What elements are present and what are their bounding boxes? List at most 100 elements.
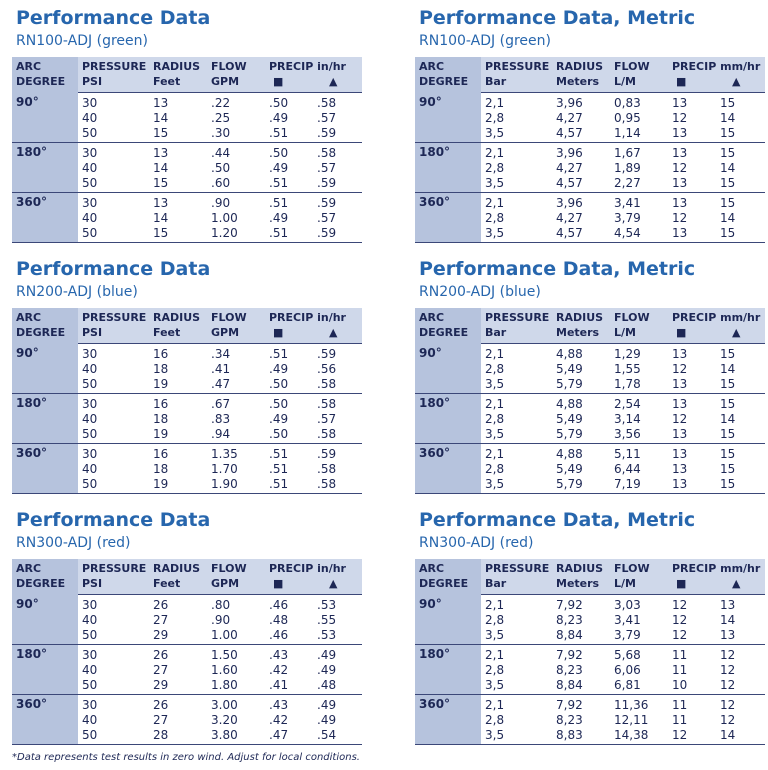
cell: 11,36 <box>614 698 649 712</box>
cell: 13 <box>672 126 688 140</box>
cell: 14 <box>720 161 736 175</box>
cell: .34 <box>211 347 231 361</box>
cell: .49 <box>269 161 289 175</box>
header-cell: PSI <box>82 326 103 339</box>
cell: 3,41 <box>614 613 641 627</box>
cell: 3,79 <box>614 211 641 225</box>
header-cell: RADIUS <box>153 60 201 73</box>
row-separator <box>415 644 765 645</box>
arc-label: 180° <box>419 396 451 410</box>
cell: .50 <box>211 161 231 175</box>
cell: 50 <box>82 377 98 391</box>
cell: .57 <box>317 211 337 225</box>
cell: 18 <box>153 362 169 376</box>
cell: .57 <box>317 111 337 125</box>
section-title: Performance Data, Metric <box>419 509 696 531</box>
cell: 13 <box>720 598 736 612</box>
header-cell: PRECIP mm/hr <box>672 311 761 324</box>
cell: 30 <box>82 96 98 110</box>
cell: 16 <box>153 397 169 411</box>
cell: 13 <box>672 477 688 491</box>
cell: .51 <box>269 347 289 361</box>
row-separator <box>12 694 362 695</box>
cell: .43 <box>269 648 289 662</box>
cell: 1,14 <box>614 126 641 140</box>
cell: .83 <box>211 412 231 426</box>
cell: 50 <box>82 678 98 692</box>
cell: .46 <box>269 598 289 612</box>
cell: .59 <box>317 447 337 461</box>
cell: 1,55 <box>614 362 641 376</box>
cell: .51 <box>269 226 289 240</box>
cell: 15 <box>153 176 169 190</box>
cell: 19 <box>153 477 169 491</box>
cell: .50 <box>269 377 289 391</box>
cell: 30 <box>82 397 98 411</box>
header-cell: RADIUS <box>556 562 604 575</box>
cell: .46 <box>269 628 289 642</box>
cell: 40 <box>82 412 98 426</box>
arc-label: 90° <box>419 346 442 360</box>
arc-label: 180° <box>16 396 48 410</box>
cell: 13 <box>672 427 688 441</box>
cell: 13 <box>153 96 169 110</box>
cell: 30 <box>82 347 98 361</box>
cell: 15 <box>720 462 736 476</box>
cell: 2,8 <box>485 412 505 426</box>
header-cell: Meters <box>556 326 600 339</box>
cell: .59 <box>317 226 337 240</box>
cell: 12 <box>672 211 688 225</box>
header-cell: PRESSURE <box>82 311 147 324</box>
header-cell: Bar <box>485 75 507 88</box>
cell: 3,14 <box>614 412 641 426</box>
cell: 15 <box>720 146 736 160</box>
cell: 12 <box>672 613 688 627</box>
cell: 5,68 <box>614 648 641 662</box>
table: ARC DEGREE PRESSURE PSI RADIUS Feet FLOW GPM PRE… <box>12 57 362 243</box>
cell: 19 <box>153 427 169 441</box>
cell: 4,27 <box>556 111 583 125</box>
header-cell: DEGREE <box>16 326 66 339</box>
cell: 12 <box>720 663 736 677</box>
cell: 27 <box>153 613 169 627</box>
cell: 3,56 <box>614 427 641 441</box>
header-cell: FLOW <box>614 311 650 324</box>
cell: 27 <box>153 663 169 677</box>
section-title: Performance Data <box>16 258 211 280</box>
cell: 15 <box>720 477 736 491</box>
cell: 15 <box>720 176 736 190</box>
cell: 50 <box>82 477 98 491</box>
cell: .49 <box>317 713 337 727</box>
header-cell: PSI <box>82 577 103 590</box>
cell: 2,8 <box>485 613 505 627</box>
cell: .50 <box>269 397 289 411</box>
header-icon: ■ <box>273 75 284 88</box>
cell: 1.20 <box>211 226 238 240</box>
cell: .49 <box>269 362 289 376</box>
cell: 13 <box>672 176 688 190</box>
cell: 5,79 <box>556 477 583 491</box>
header-icon: ■ <box>676 577 687 590</box>
header-cell: L/M <box>614 577 636 590</box>
cell: 4,54 <box>614 226 641 240</box>
header-cell: DEGREE <box>419 577 469 590</box>
header-icon: ▲ <box>732 75 741 88</box>
cell: 12 <box>720 713 736 727</box>
header-cell: ARC <box>419 311 445 324</box>
arc-column <box>415 308 481 493</box>
cell: 3.80 <box>211 728 238 742</box>
section-subtitle: RN300-ADJ (red) <box>16 535 131 551</box>
cell: .43 <box>269 698 289 712</box>
arc-label: 360° <box>419 697 451 711</box>
header-cell: GPM <box>211 577 240 590</box>
cell: 50 <box>82 226 98 240</box>
cell: 13 <box>672 397 688 411</box>
row-separator <box>12 393 362 394</box>
cell: 1.70 <box>211 462 238 476</box>
cell: 2,8 <box>485 713 505 727</box>
cell: 3,79 <box>614 628 641 642</box>
row-separator <box>12 443 362 444</box>
cell: 10 <box>672 678 688 692</box>
row-separator <box>415 192 765 193</box>
cell: .59 <box>317 176 337 190</box>
